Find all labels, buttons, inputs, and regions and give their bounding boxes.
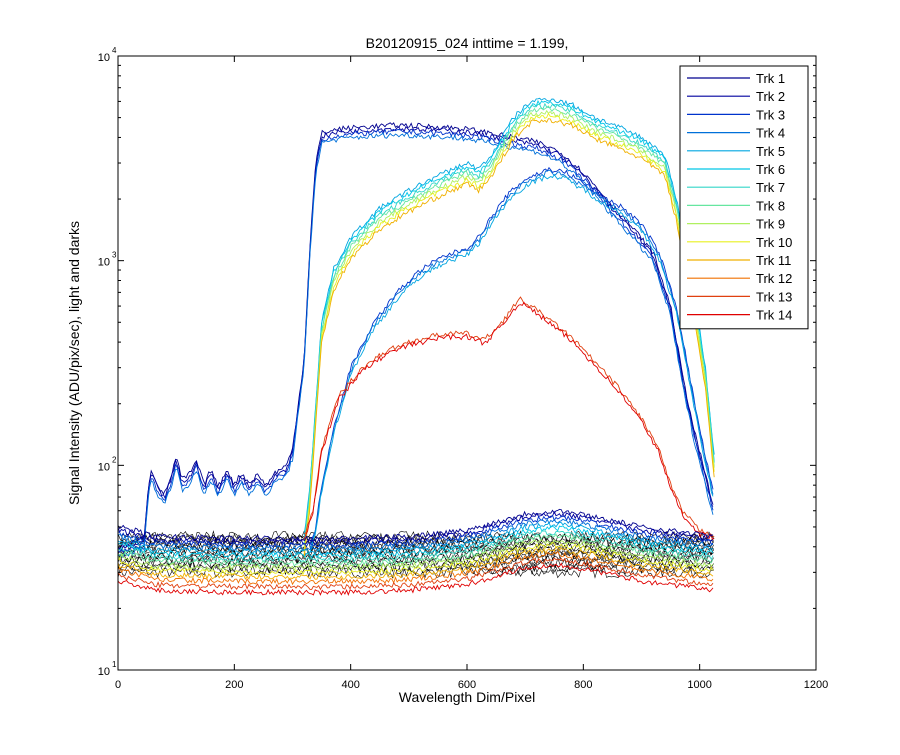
series-line-trk-6 — [117, 525, 714, 559]
series-line-trk-5 — [303, 97, 715, 536]
series-line-trk-4 — [117, 518, 714, 552]
dark-trace — [117, 534, 714, 548]
series-line-trk-1 — [117, 122, 714, 549]
x-tick-label: 1200 — [804, 679, 828, 691]
dark-trace — [117, 530, 714, 543]
x-tick-label: 800 — [574, 679, 592, 691]
legend-label: Trk 12 — [756, 271, 792, 286]
series-line-trk-2 — [117, 125, 714, 552]
y-tick-label: 10 — [98, 666, 110, 678]
series-line-trk-9 — [117, 539, 714, 572]
series-line-trk-5 — [117, 521, 714, 556]
legend-label: Trk 3 — [756, 107, 785, 122]
dark-trace — [117, 566, 714, 579]
series-line-trk-10 — [303, 112, 715, 555]
series-line-trk-11 — [303, 118, 715, 559]
series-line-trk-9 — [303, 109, 715, 552]
series-line-trk-3 — [117, 514, 714, 549]
series-line-trk-13 — [117, 557, 714, 591]
y-tick-exponent: 1 — [112, 660, 117, 669]
y-tick-exponent: 4 — [112, 46, 117, 55]
x-tick-label: 600 — [458, 679, 476, 691]
series-line-trk-11 — [117, 546, 714, 580]
x-tick-label: 400 — [341, 679, 359, 691]
legend-box — [679, 65, 809, 330]
y-tick-exponent: 2 — [112, 455, 117, 464]
x-tick-label: 200 — [225, 679, 243, 691]
series-line-trk-4 — [117, 132, 714, 559]
legend-label: Trk 6 — [756, 162, 785, 177]
series-line-trk-8 — [303, 105, 715, 549]
x-tick-label: 0 — [115, 679, 121, 691]
legend-label: Trk 1 — [756, 71, 785, 86]
series-line-trk-6 — [303, 99, 715, 540]
legend-label: Trk 10 — [756, 235, 792, 250]
legend: Trk 1 Trk 2 Trk 3 Trk 4 Trk 5 Trk 6 Trk 7 Trk 8… — [679, 65, 809, 330]
series-line-trk-8 — [117, 533, 714, 567]
y-tick-label: 10 — [98, 52, 110, 64]
x-tick-label: 1000 — [687, 679, 711, 691]
y-axis-label: Signal Intensity (ADU/pix/sec), light an… — [66, 221, 82, 505]
series-line-trk-5 — [309, 173, 714, 553]
y-tick-label: 10 — [98, 257, 110, 269]
legend-label: Trk 7 — [756, 180, 785, 195]
series-line-trk-4 — [309, 169, 714, 549]
dark-trace — [117, 563, 714, 576]
series-layer — [117, 97, 715, 596]
legend-label: Trk 9 — [756, 217, 785, 232]
legend-label: Trk 5 — [756, 144, 785, 159]
legend-label: Trk 13 — [756, 289, 792, 304]
series-line-trk-7 — [303, 102, 715, 546]
legend-label: Trk 4 — [756, 126, 785, 141]
series-line-trk-14 — [303, 301, 715, 541]
legend-label: Trk 2 — [756, 89, 785, 104]
y-tick-label: 10 — [98, 461, 110, 473]
chart-title: B20120915_024 inttime = 1.199, — [366, 35, 569, 51]
legend-label: Trk 8 — [756, 198, 785, 213]
x-axis-label: Wavelength Dim/Pixel — [399, 689, 535, 705]
series-line-trk-12 — [117, 550, 714, 586]
y-tick-exponent: 3 — [112, 251, 117, 260]
series-line-trk-7 — [117, 530, 714, 563]
series-line-trk-13 — [303, 296, 715, 537]
legend-label: Trk 14 — [756, 308, 792, 323]
series-line-trk-14 — [117, 562, 714, 596]
series-line-trk-10 — [117, 541, 714, 576]
series-line-trk-3 — [309, 166, 714, 545]
legend-label: Trk 11 — [756, 253, 791, 268]
